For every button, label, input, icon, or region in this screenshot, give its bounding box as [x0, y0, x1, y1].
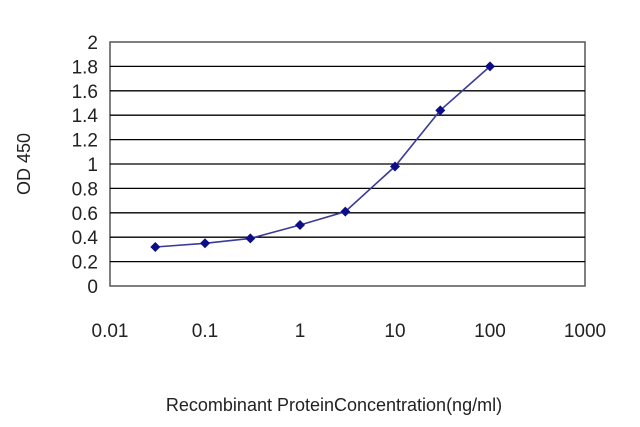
data-point: [390, 161, 400, 172]
x-tick-label: 1: [295, 321, 306, 342]
grid-lines: [110, 65, 585, 263]
x-tick-label: 0.01: [92, 321, 129, 342]
data-point: [485, 61, 495, 72]
x-axis-label: Recombinant ProteinConcentration(ng/ml): [166, 395, 502, 415]
x-tick-label: 0.1: [192, 321, 218, 342]
y-axis-label: OD 450: [14, 133, 34, 195]
data-point: [295, 220, 305, 230]
y-tick-label: 2: [87, 33, 98, 54]
series-group: [150, 61, 495, 252]
y-tick-label: 1.2: [72, 131, 98, 152]
y-tick-label: 0.2: [72, 253, 98, 274]
y-tick-label: 1.8: [72, 57, 98, 78]
y-tick-label: 1.6: [72, 82, 98, 103]
data-point: [150, 241, 161, 252]
y-tick-label: 1: [87, 155, 98, 176]
x-tick-label: 1000: [564, 321, 606, 342]
data-point: [340, 206, 351, 217]
y-tick-label: 0.4: [72, 228, 99, 249]
data-point: [200, 238, 210, 249]
x-tick-labels: 0.01 0.1 1 10 100 1000: [92, 321, 607, 342]
x-tick-label: 10: [384, 321, 405, 342]
y-tick-labels: 0 0.2 0.4 0.6 0.8 1 1.2 1.4 1.6 1.8 2: [72, 33, 99, 298]
y-tick-label: 0.6: [72, 204, 98, 225]
y-tick-label: 1.4: [72, 106, 99, 127]
data-point: [435, 105, 446, 116]
data-point: [245, 233, 256, 244]
y-tick-label: 0.8: [72, 179, 98, 200]
y-tick-label: 0: [87, 277, 98, 298]
x-tick-label: 100: [474, 321, 506, 342]
series-line: [155, 65, 491, 248]
